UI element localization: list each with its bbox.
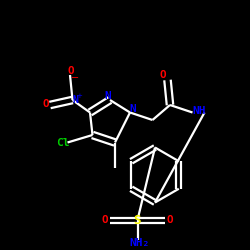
Text: +: + bbox=[76, 93, 82, 99]
Text: O: O bbox=[102, 215, 108, 225]
Text: NH: NH bbox=[192, 106, 205, 116]
Text: N: N bbox=[129, 104, 136, 114]
Text: O: O bbox=[166, 215, 173, 225]
Text: O: O bbox=[68, 66, 75, 76]
Text: S: S bbox=[134, 214, 141, 226]
Text: O: O bbox=[159, 70, 166, 80]
Text: N: N bbox=[72, 95, 78, 105]
Text: O: O bbox=[42, 99, 50, 109]
Text: N: N bbox=[104, 91, 111, 101]
Text: Cl: Cl bbox=[56, 138, 69, 147]
Text: NH₂: NH₂ bbox=[130, 238, 150, 248]
Text: −: − bbox=[71, 73, 79, 83]
